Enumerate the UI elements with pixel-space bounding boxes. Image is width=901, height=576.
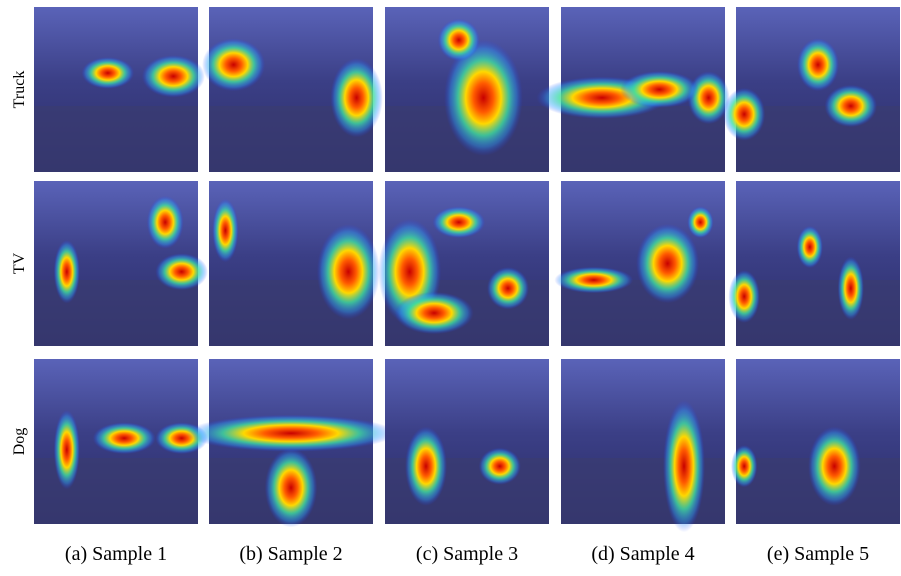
heat-blob [147,196,184,249]
heat-blob [155,253,207,290]
heat-blob [82,57,134,89]
road [736,280,900,346]
heat-blob [808,427,860,506]
heatmap-image [554,181,725,346]
heat-blob [142,55,205,97]
heatmap-image [34,181,208,346]
row-label: Dog [11,428,28,456]
heatmap-image [385,7,549,172]
heat-blob [202,38,265,91]
heatmap-image [731,359,900,524]
column-caption: (a) Sample 1 [65,543,167,565]
heatmap-image [561,359,725,532]
heat-blob [838,257,864,320]
column-caption: (e) Sample 5 [767,543,869,565]
row-label: Truck [11,71,28,109]
figure: Truck TV Dog (a) Sample 1 (b) Sample 2 (c) Sa… [0,0,901,571]
road [34,106,198,172]
heat-blob [54,410,80,489]
heatmap-image [385,359,549,524]
heat-blob [317,224,380,319]
heat-blob [265,448,317,527]
heatmap-image [378,181,549,346]
heat-blob [723,88,765,141]
heat-blob [330,58,382,137]
heat-blob [212,199,238,262]
heat-blob [731,445,757,487]
heat-blob [54,240,80,303]
heatmap-image [728,181,900,346]
heat-blob [620,71,699,108]
heatmap-image [34,359,208,524]
heat-blob [554,267,633,293]
heat-blob [405,427,447,506]
heat-blob [663,400,705,532]
column-caption: (c) Sample 3 [416,543,518,565]
heatmap-image [723,7,900,172]
column-caption: (b) Sample 2 [239,543,342,565]
heatmap-image [202,7,383,172]
heat-blob [433,206,485,238]
heat-blob [636,224,699,303]
heat-blob [797,226,823,268]
heat-blob [479,448,521,485]
heat-blob [728,270,759,323]
heatmap-image [209,181,380,346]
heat-blob [825,85,877,127]
heat-blob [93,422,156,454]
heatmap-image [34,7,205,172]
heat-blob [797,38,839,91]
heat-blob [395,292,474,334]
heat-blob [487,267,529,309]
heatmap-image [536,7,729,172]
heat-blob [438,19,480,61]
column-caption: (d) Sample 4 [591,543,694,565]
row-label: TV [11,252,28,274]
heatmap-image [186,359,396,527]
heat-blob [687,206,713,238]
heat-blob [186,415,396,452]
